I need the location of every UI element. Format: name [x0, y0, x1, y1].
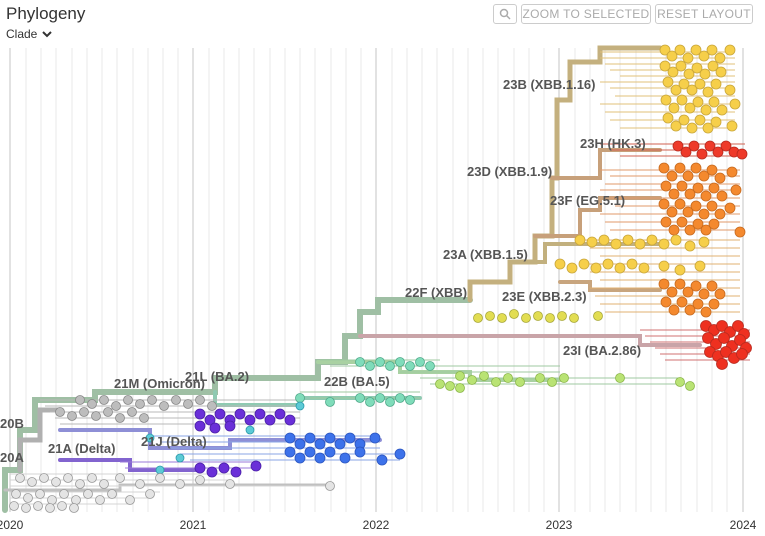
clade-label-23h: 23H (HK.3)	[580, 136, 646, 151]
clade-label-23f: 23F (EG.5.1)	[550, 193, 625, 208]
reset-layout-button[interactable]: RESET LAYOUT	[655, 4, 753, 24]
clade-label-22b: 22B (BA.5)	[324, 374, 390, 389]
magnifier-icon	[499, 8, 511, 20]
tips-20B-grey[interactable]	[55, 395, 217, 423]
clade-label-23b: 23B (XBB.1.16)	[503, 77, 595, 92]
tick-label-2023: 2023	[546, 518, 573, 532]
clade-label-23d: 23D (XBB.1.9)	[467, 164, 552, 179]
clade-label-21a: 21A (Delta)	[48, 441, 115, 456]
chevron-down-icon	[42, 31, 53, 38]
clade-label-23a: 23A (XBB.1.5)	[443, 247, 528, 262]
color-by-dropdown[interactable]: Clade	[6, 27, 53, 41]
clade-label-21l: 21L (BA.2)	[185, 369, 249, 384]
tips-23I[interactable]	[700, 320, 752, 370]
color-by-label: Clade	[6, 27, 38, 41]
tips-22F[interactable]	[473, 309, 603, 323]
clade-label-21j: 21J (Delta)	[141, 434, 207, 449]
tips-23D-23F[interactable]	[658, 162, 746, 238]
tips-23H[interactable]	[672, 140, 748, 160]
zoom-to-selected-button[interactable]: ZOOM TO SELECTED	[521, 4, 651, 24]
clade-label-20a: 20A	[0, 450, 24, 465]
tick-label-2024: 2024	[730, 518, 757, 532]
tips-22E-green[interactable]	[435, 371, 695, 393]
zoom-icon-button[interactable]	[493, 4, 517, 24]
tips-21J-delta[interactable]	[284, 432, 406, 466]
tips-21A-delta[interactable]	[194, 408, 296, 478]
tips-23B[interactable]	[659, 44, 741, 134]
clade-label-23i: 23I (BA.2.86)	[563, 343, 641, 358]
tips-20A-light[interactable]	[9, 473, 335, 513]
panel-title: Phylogeny	[6, 4, 86, 23]
clade-labels: 23B (XBB.1.16) 23H (HK.3) 23D (XBB.1.9) …	[0, 77, 646, 465]
tick-label-2022: 2022	[363, 518, 390, 532]
tips-23A[interactable]	[554, 234, 710, 276]
clade-label-23e: 23E (XBB.2.3)	[502, 289, 587, 304]
clade-label-20b: 20B	[0, 416, 24, 431]
tick-label-2021: 2021	[180, 518, 207, 532]
tips-23E[interactable]	[658, 278, 726, 318]
clade-label-21m: 21M (Omicron)	[114, 376, 205, 391]
clade-label-22f: 22F (XBB)	[405, 285, 467, 300]
tips-cyan[interactable]	[145, 401, 305, 475]
tips-22B[interactable]	[295, 357, 435, 407]
